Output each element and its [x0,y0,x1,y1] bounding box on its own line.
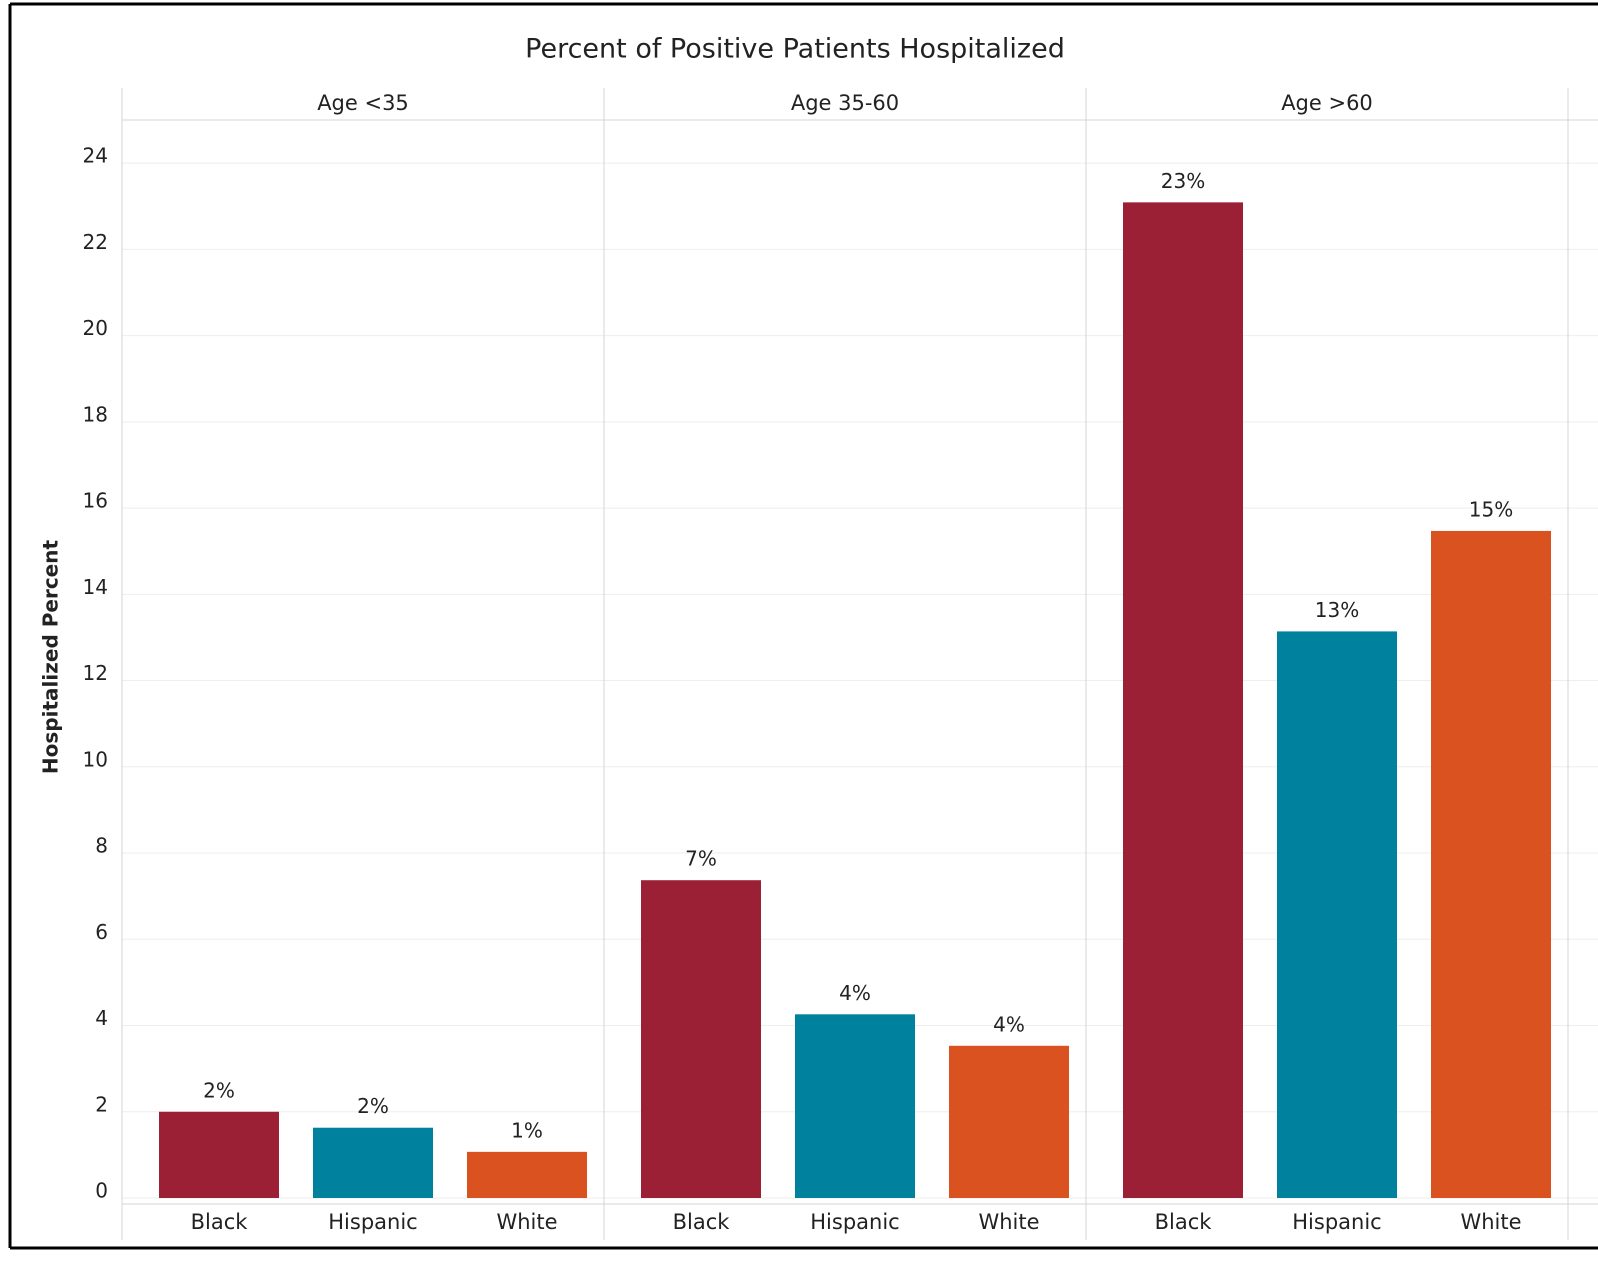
x-tick-label: Hispanic [1292,1210,1381,1234]
value-label: 2% [203,1078,235,1102]
chart-title: Percent of Positive Patients Hospitalize… [525,34,1065,65]
y-tick-label: 18 [83,402,108,426]
facet-header: Age 35-60 [791,91,899,115]
bar [313,1127,433,1198]
x-tick-label: Hispanic [810,1210,899,1234]
value-label: 15% [1469,497,1513,521]
facet-header: Age >60 [1281,91,1373,115]
bar [795,1014,915,1198]
bar [1277,631,1397,1198]
y-tick-label: 6 [95,920,108,944]
x-tick-label: Hispanic [328,1210,417,1234]
bar [1123,202,1243,1199]
y-tick-label: 12 [83,661,108,685]
x-tick-label: White [1460,1210,1521,1234]
y-tick-label: 24 [83,144,108,168]
x-tick-label: Black [1155,1210,1213,1234]
y-tick-label: 14 [83,575,108,599]
value-label: 2% [357,1094,389,1118]
bar [1431,530,1551,1198]
facet-header: Age <35 [317,91,409,115]
y-tick-label: 0 [95,1179,108,1203]
value-label: 7% [685,847,717,871]
y-tick-label: 8 [95,834,108,858]
x-tick-label: White [978,1210,1039,1234]
value-label: 4% [993,1012,1025,1036]
y-tick-label: 10 [83,747,108,771]
y-tick-label: 16 [83,489,108,513]
y-tick-label: 2 [95,1092,108,1116]
bar [159,1111,279,1198]
bar [641,880,761,1198]
y-tick-label: 22 [83,230,108,254]
x-tick-label: Black [191,1210,249,1234]
value-label: 1% [511,1118,543,1142]
bar [949,1045,1069,1198]
value-label: 13% [1315,598,1359,622]
x-tick-label: Black [673,1210,731,1234]
y-axis-label: Hospitalized Percent [39,540,63,775]
y-tick-label: 4 [95,1006,108,1030]
bar [467,1151,587,1198]
x-tick-label: White [496,1210,557,1234]
y-tick-label: 20 [83,316,108,340]
value-label: 4% [839,981,871,1005]
value-label: 23% [1161,169,1205,193]
